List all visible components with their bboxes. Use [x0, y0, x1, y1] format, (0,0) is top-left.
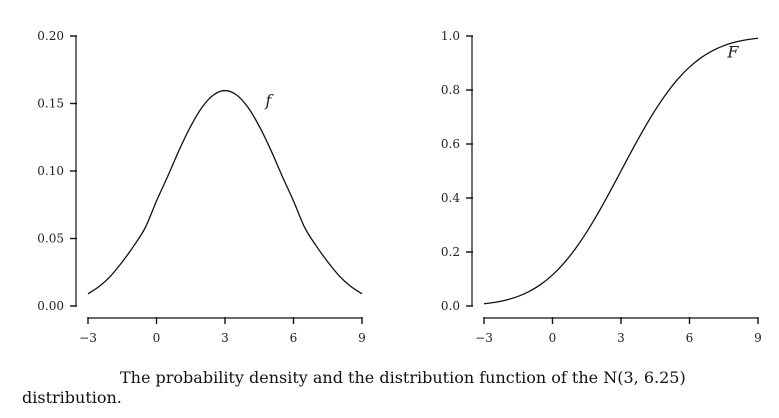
x-tick-label: 9	[358, 331, 366, 345]
curve-label: F	[726, 43, 739, 62]
x-tick-label: 3	[617, 331, 625, 345]
x-tick-label: 0	[549, 331, 557, 345]
y-tick-label: 0.0	[441, 299, 460, 313]
density-plot: 0.00 0.05 0.10 0.15 0.20 −3 0 3 6 9 f	[37, 29, 366, 345]
x-tick-label: 3	[221, 331, 229, 345]
y-tick-label: 0.15	[37, 97, 64, 111]
distribution-function-plot: 0.0 0.2 0.4 0.6 0.8 1.0 −3 0 3 6 9 F	[441, 29, 762, 345]
y-tick-label: 0.8	[441, 83, 460, 97]
x-tick-label: −3	[475, 331, 493, 345]
x-tick-label: 6	[686, 331, 694, 345]
density-curve	[87, 89, 363, 295]
y-tick-label: 0.6	[441, 137, 460, 151]
x-tick-label: 9	[754, 331, 762, 345]
curve-label: f	[264, 91, 274, 110]
cdf-curve	[483, 37, 759, 305]
figure-caption: The probability density and the distribu…	[22, 368, 686, 407]
y-tick-label: 0.10	[37, 164, 64, 178]
y-tick-label: 0.20	[37, 29, 64, 43]
y-tick-label: 0.00	[37, 299, 64, 313]
y-tick-label: 0.2	[441, 245, 460, 259]
y-tick-label: 0.4	[441, 191, 460, 205]
y-tick-label: 1.0	[441, 29, 460, 43]
x-tick-label: −3	[79, 331, 97, 345]
y-tick-label: 0.05	[37, 232, 64, 246]
figure: 0.00 0.05 0.10 0.15 0.20 −3 0 3 6 9 f 0.0 0.2 0.4 0.6…	[37, 29, 762, 345]
x-tick-label: 0	[153, 331, 161, 345]
x-tick-label: 6	[290, 331, 298, 345]
